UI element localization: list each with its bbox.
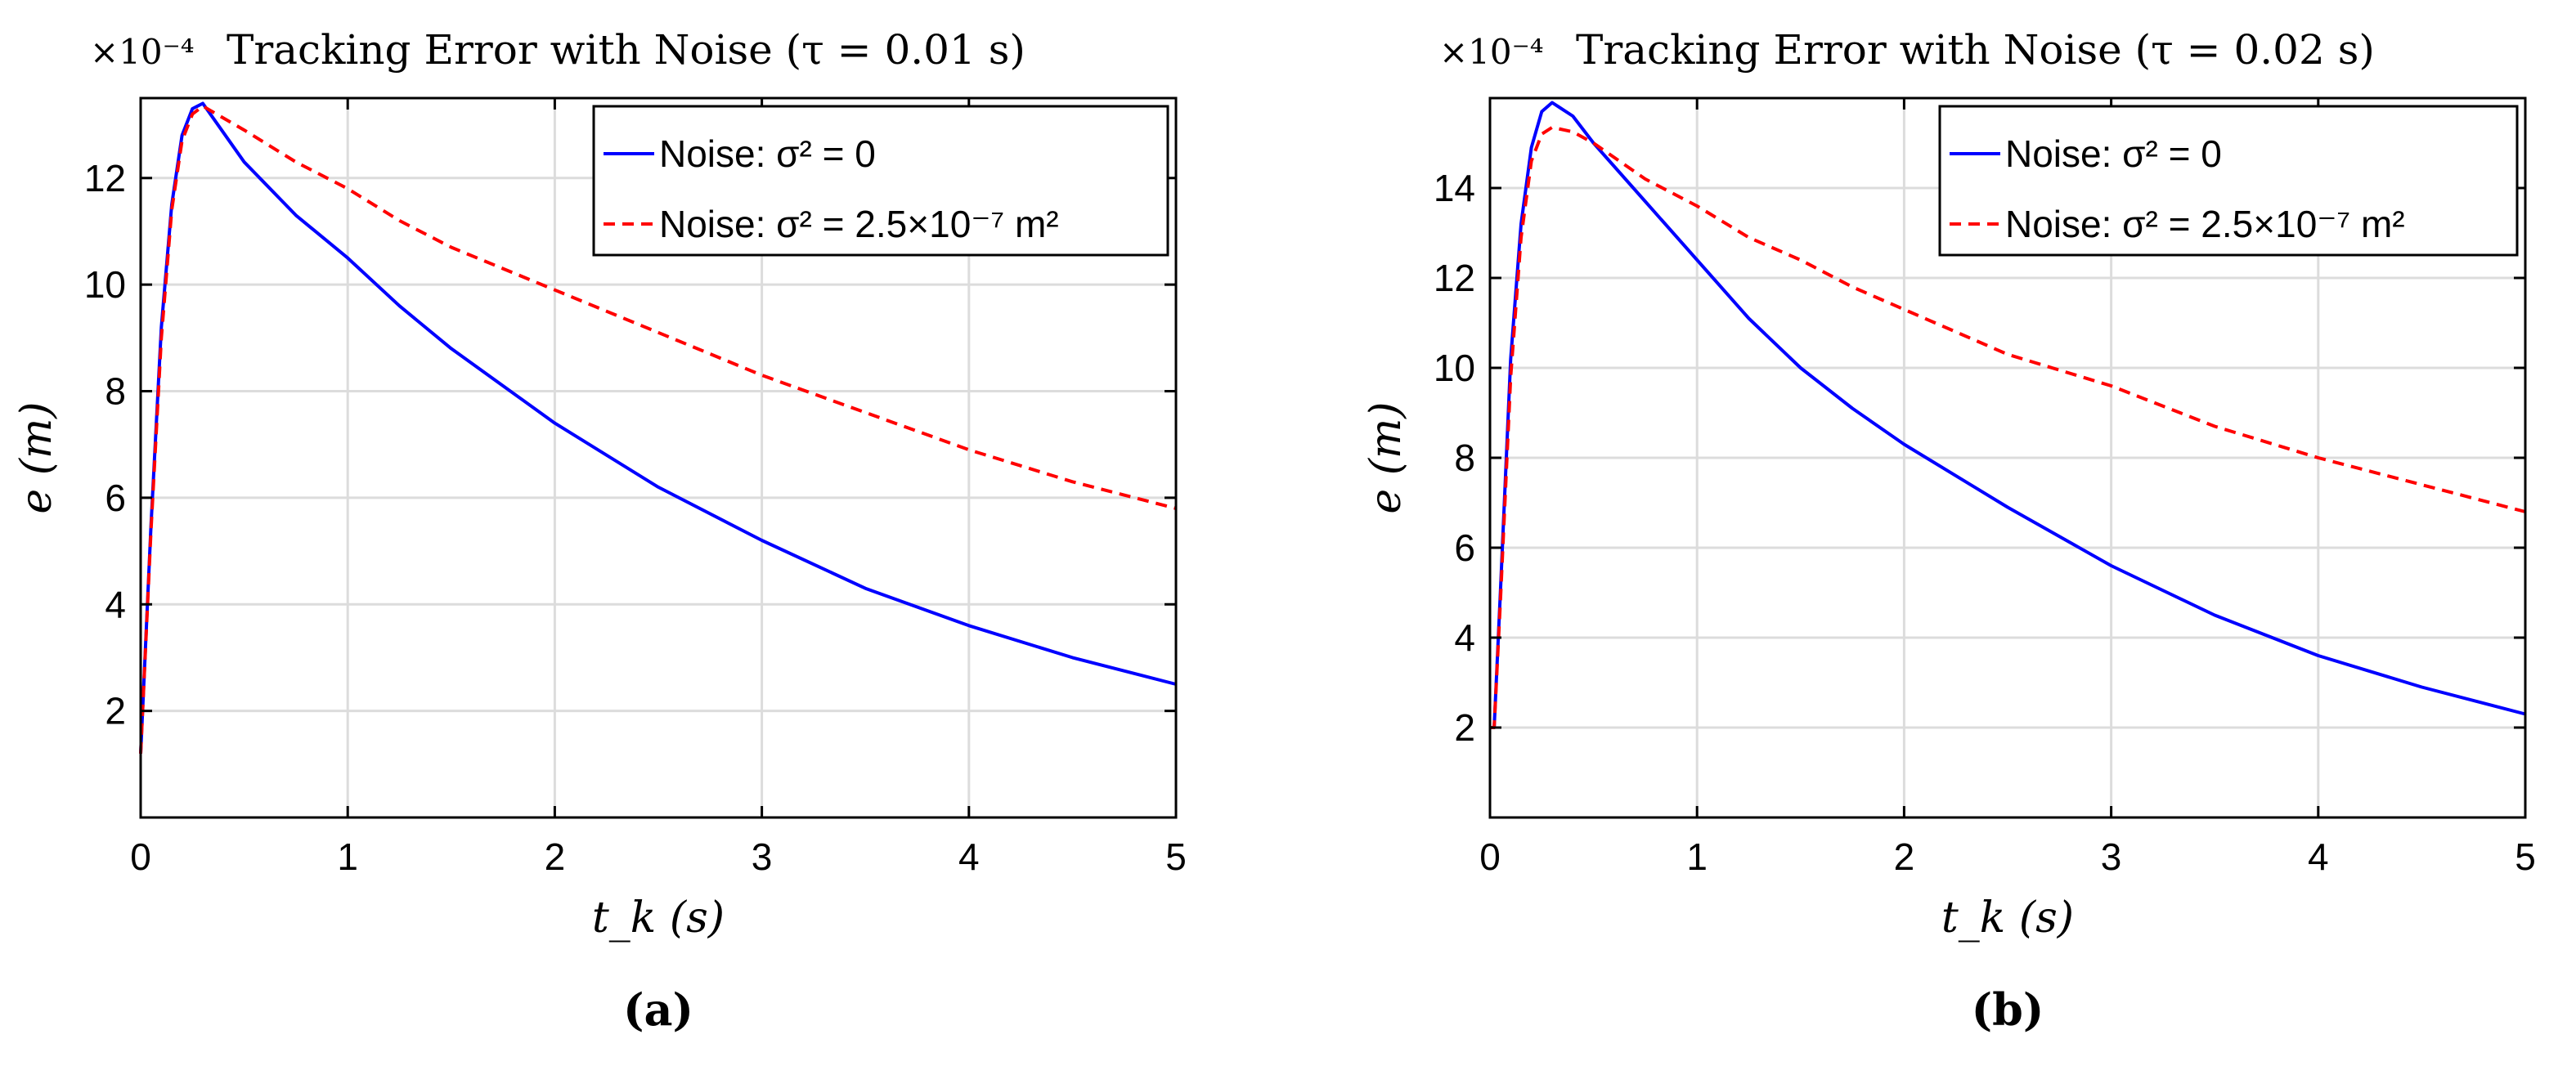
legend-box (592, 105, 1169, 257)
panel-label: (a) (623, 983, 693, 1036)
panel-label: (b) (1972, 983, 2044, 1036)
y-tick-label: 10 (84, 263, 126, 306)
exponent-label: ×10⁻⁴ (1439, 32, 1544, 72)
x-tick-label: 4 (2308, 835, 2329, 878)
y-tick-label: 12 (1434, 257, 1475, 299)
y-tick-label: 2 (105, 690, 126, 732)
series-line-with-noise (1490, 125, 2526, 729)
x-tick-label: 1 (1686, 835, 1708, 878)
x-tick-label: 4 (958, 835, 980, 878)
y-tick-label: 8 (105, 370, 126, 413)
y-tick-label: 10 (1434, 347, 1475, 389)
y-tick-label: 4 (105, 583, 126, 625)
x-tick-label: 0 (130, 835, 151, 878)
y-tick-label: 14 (1434, 167, 1475, 209)
x-axis-label: t_k (s) (592, 894, 725, 943)
x-tick-label: 5 (2515, 835, 2536, 878)
y-tick-label: 2 (1454, 706, 1475, 749)
chart-title: Tracking Error with Noise (τ = 0.01 s) (227, 26, 1025, 74)
legend-label: Noise: σ² = 0 (2005, 132, 2222, 175)
y-axis-label: e (m) (1362, 401, 1411, 513)
series-line-with-noise (139, 104, 1177, 754)
y-tick-label: 6 (105, 477, 126, 519)
x-tick-label: 3 (2101, 835, 2122, 878)
legend-box (1938, 105, 2519, 257)
exponent-label: ×10⁻⁴ (90, 32, 195, 72)
series-line-no-noise (139, 101, 1177, 754)
chart-title: Tracking Error with Noise (τ = 0.02 s) (1576, 26, 2375, 74)
x-axis-label: t_k (s) (1941, 894, 2074, 943)
x-tick-label: 0 (1479, 835, 1501, 878)
axes-box (139, 96, 1178, 819)
y-tick-label: 4 (1454, 616, 1475, 659)
x-tick-label: 5 (1165, 835, 1187, 878)
legend-label: Noise: σ² = 0 (659, 132, 876, 175)
x-tick-label: 2 (545, 835, 566, 878)
x-tick-label: 3 (752, 835, 773, 878)
x-tick-label: 1 (337, 835, 358, 878)
legend-label: Noise: σ² = 2.5×10⁻⁷ m² (2005, 203, 2405, 245)
legend-label: Noise: σ² = 2.5×10⁻⁷ m² (659, 203, 1059, 245)
x-tick-label: 2 (1894, 835, 1915, 878)
y-tick-label: 6 (1454, 526, 1475, 569)
y-axis-label: e (m) (12, 401, 61, 513)
y-tick-label: 8 (1454, 437, 1475, 479)
y-tick-label: 12 (84, 157, 126, 199)
